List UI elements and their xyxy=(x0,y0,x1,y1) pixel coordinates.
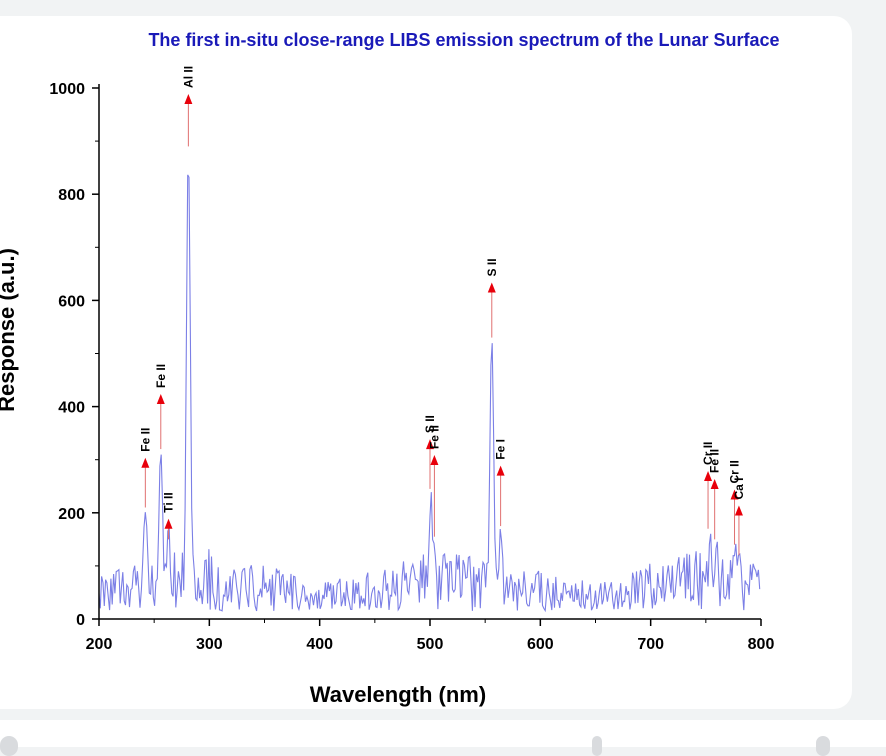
peak-label: Fe II xyxy=(708,449,722,473)
bottom-strip xyxy=(0,720,886,756)
peak-arrowhead xyxy=(164,518,173,529)
x-tick-label: 800 xyxy=(748,636,775,653)
y-tick-label: 200 xyxy=(58,506,85,523)
y-tick-label: 400 xyxy=(58,400,85,417)
bottom-shape xyxy=(0,736,18,756)
y-tick-label: 1000 xyxy=(49,81,85,98)
y-tick-label: 0 xyxy=(76,612,85,629)
peak-arrowhead xyxy=(734,505,743,516)
chart-title: The first in-situ close-range LIBS emiss… xyxy=(148,30,779,50)
x-tick-label: 600 xyxy=(527,636,554,653)
spectrum-line xyxy=(98,174,761,613)
peak-arrowhead xyxy=(487,282,496,293)
peak-arrowhead xyxy=(426,439,434,450)
chart-card xyxy=(0,16,852,709)
peak-arrowhead xyxy=(184,93,193,104)
peak-label: Fe II xyxy=(427,425,441,449)
x-axis-title: Wavelength (nm) xyxy=(310,682,486,707)
x-tick-label: 500 xyxy=(417,636,444,653)
axes xyxy=(98,84,761,620)
x-tick-label: 300 xyxy=(196,636,223,653)
peak-arrowhead xyxy=(710,478,719,489)
peak-arrowhead xyxy=(730,489,739,500)
bottom-shape xyxy=(816,736,830,756)
peak-label: Cr II xyxy=(701,442,715,465)
y-tick-label: 600 xyxy=(58,293,85,310)
peak-label: Fe I xyxy=(494,439,508,460)
peak-arrowhead xyxy=(704,470,713,481)
bottom-shape xyxy=(592,736,602,756)
peak-label: Al II xyxy=(181,66,195,88)
peak-arrowhead xyxy=(141,457,150,468)
peak-label: S II xyxy=(485,258,499,276)
peak-label: Ti II xyxy=(162,492,176,512)
peak-arrowhead xyxy=(156,393,165,404)
x-tick-label: 200 xyxy=(86,636,113,653)
y-tick-label: 800 xyxy=(58,187,85,204)
peak-label: Cr II xyxy=(728,460,742,483)
x-tick-label: 400 xyxy=(306,636,333,653)
x-tick-label: 700 xyxy=(637,636,664,653)
peak-label: Fe II xyxy=(138,428,152,452)
peak-label: S II xyxy=(423,415,437,433)
peak-arrowhead xyxy=(496,465,505,476)
peak-label: Fe II xyxy=(154,364,168,388)
y-axis-title: Response (a.u.) xyxy=(0,248,19,412)
peak-label: Ca I xyxy=(732,477,746,499)
peak-arrowhead xyxy=(430,455,439,466)
